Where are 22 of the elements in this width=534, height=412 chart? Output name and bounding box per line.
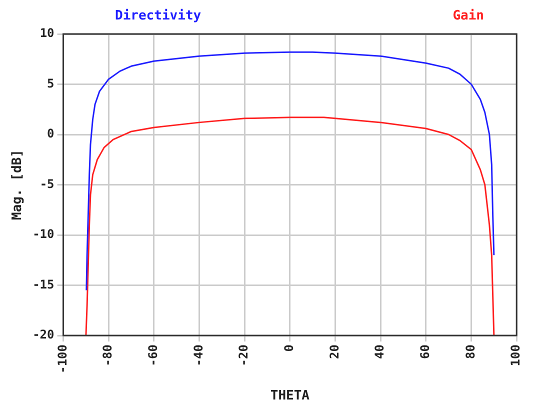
x-tick-label: 100: [508, 344, 523, 366]
text: Gain: [452, 8, 484, 24]
y-tick-label: -10: [32, 227, 54, 242]
x-tick-label: 20: [327, 344, 342, 359]
y-tick-label: 0: [47, 126, 54, 141]
x-tick-label: -40: [191, 344, 206, 366]
y-axis-title: Mag. [dB]: [10, 150, 26, 220]
y-tick-label: -15: [32, 277, 54, 292]
y-tick-label: 5: [47, 76, 54, 90]
x-tick-label: 40: [372, 344, 387, 359]
x-tick-label: -100: [55, 344, 70, 374]
x-tick-label: -20: [236, 344, 251, 366]
x-tick-label: 80: [463, 344, 478, 359]
text: Directivity: [115, 8, 202, 24]
x-tick-label: 60: [418, 344, 432, 359]
y-tick-label: 10: [40, 26, 54, 40]
x-axis-title: THETA: [270, 388, 310, 404]
x-tick-label: -60: [146, 344, 160, 366]
y-tick-label: -5: [40, 176, 54, 191]
x-tick-label: 0: [282, 344, 296, 352]
y-tick-label: -20: [32, 328, 54, 342]
x-tick-label: -80: [100, 344, 115, 366]
